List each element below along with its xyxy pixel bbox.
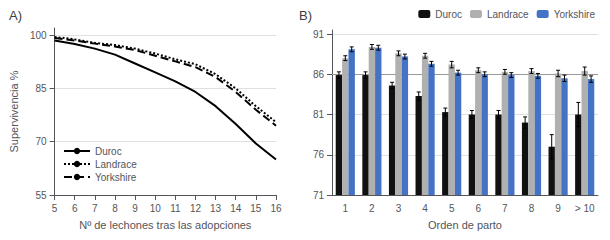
svg-text:Orden de parto: Orden de parto <box>428 219 502 231</box>
svg-text:10: 10 <box>150 203 162 214</box>
svg-text:85: 85 <box>35 83 47 94</box>
svg-text:16: 16 <box>270 203 282 214</box>
svg-text:Nº de lechones tras las adopci: Nº de lechones tras las adopciones <box>79 219 252 231</box>
svg-text:7: 7 <box>502 203 508 214</box>
svg-text:1: 1 <box>343 203 349 214</box>
svg-text:9: 9 <box>132 203 138 214</box>
svg-text:Yorkshire: Yorkshire <box>554 9 596 20</box>
svg-text:A): A) <box>9 8 22 23</box>
svg-text:Yorkshire: Yorkshire <box>95 172 137 183</box>
svg-text:8: 8 <box>529 203 535 214</box>
svg-text:14: 14 <box>230 203 242 214</box>
svg-text:11: 11 <box>170 203 181 214</box>
svg-text:Duroc: Duroc <box>95 146 122 157</box>
svg-text:Supervivencia %: Supervivencia % <box>8 70 20 152</box>
svg-text:3: 3 <box>396 203 402 214</box>
svg-text:7: 7 <box>92 203 98 214</box>
svg-text:100: 100 <box>30 30 47 41</box>
svg-text:Landrace: Landrace <box>487 9 529 20</box>
svg-text:76: 76 <box>313 149 325 160</box>
svg-text:12: 12 <box>190 203 202 214</box>
svg-text:6: 6 <box>72 203 78 214</box>
svg-text:86: 86 <box>313 69 325 80</box>
svg-text:55: 55 <box>35 190 47 201</box>
svg-text:2: 2 <box>369 203 375 214</box>
svg-text:9: 9 <box>555 203 561 214</box>
svg-text:13: 13 <box>210 203 222 214</box>
svg-text:6: 6 <box>476 203 482 214</box>
svg-text:91: 91 <box>313 29 325 40</box>
svg-text:15: 15 <box>250 203 262 214</box>
svg-text:B): B) <box>299 8 312 23</box>
svg-text:81: 81 <box>313 109 325 120</box>
svg-text:> 10: > 10 <box>575 203 595 214</box>
svg-text:Duroc: Duroc <box>435 9 462 20</box>
svg-text:71: 71 <box>313 190 325 201</box>
svg-text:5: 5 <box>449 203 455 214</box>
svg-text:5: 5 <box>52 203 58 214</box>
svg-text:Landrace: Landrace <box>95 159 137 170</box>
svg-text:70: 70 <box>35 136 47 147</box>
svg-text:8: 8 <box>112 203 118 214</box>
svg-text:4: 4 <box>422 203 428 214</box>
